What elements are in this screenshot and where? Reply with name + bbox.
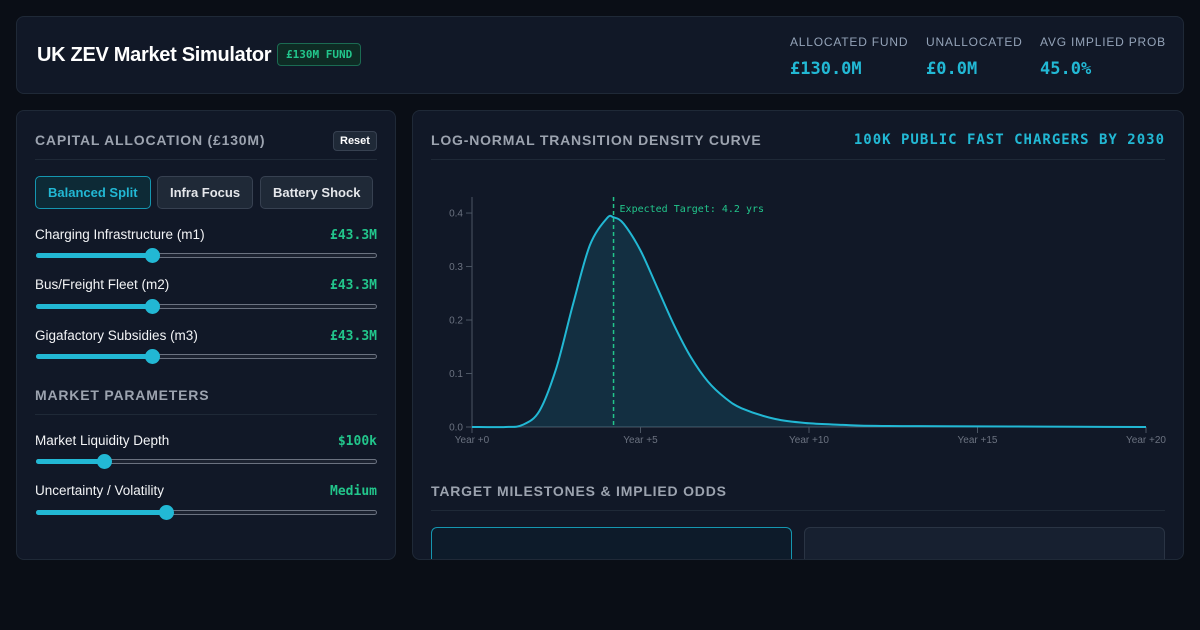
divider (431, 159, 1165, 160)
slider-thumb[interactable] (158, 505, 174, 520)
market-liquidity-depth-slider[interactable] (36, 454, 377, 469)
y-tick-label: 0.4 (449, 209, 463, 220)
density-area (472, 215, 1146, 428)
uncertainty-volatility-slider[interactable] (36, 505, 377, 520)
bus-freight-fleet-slider[interactable] (36, 299, 377, 314)
slider-thumb[interactable] (144, 349, 160, 364)
slider-fill (36, 304, 152, 309)
slider-thumb[interactable] (144, 248, 160, 263)
stat-label: ALLOCATED FUND (790, 35, 909, 49)
header-bar: UK ZEV Market Simulator £130M FUND ALLOC… (16, 16, 1184, 94)
bus-freight-fleet-label: Bus/Freight Fleet (m2) (35, 277, 170, 292)
y-tick-label: 0.1 (449, 369, 463, 380)
bus-freight-fleet-value: £43.3M (330, 278, 377, 293)
charging-infrastructure-value: £43.3M (330, 228, 377, 243)
slider-fill (36, 459, 105, 464)
density-chart: 0.0 0.1 0.2 0.3 0.4 Year +0 Year +5 Year +10 Yea… (449, 197, 1166, 446)
density-curve-line (471, 214, 1147, 429)
density-curve-title: LOG-NORMAL TRANSITION DENSITY CURVE (431, 132, 762, 148)
expected-target-label: Expected Target: 4.2 yrs (620, 204, 765, 215)
stat-avg-implied-prob: AVG IMPLIED PROB 45.0% (1040, 35, 1166, 79)
fund-badge: £130M FUND (277, 43, 362, 66)
goal-label: 100K PUBLIC FAST CHARGERS BY 2030 (853, 132, 1165, 148)
uncertainty-volatility-value: Medium (330, 484, 377, 499)
slider-fill (36, 253, 152, 258)
slider-fill (36, 510, 166, 515)
market-parameters-title: MARKET PARAMETERS (35, 387, 210, 403)
charging-infrastructure-label: Charging Infrastructure (m1) (35, 227, 205, 242)
x-tick-label: Year +5 (623, 435, 658, 446)
y-tick-label: 0.2 (449, 316, 463, 327)
x-tick-label: Year +20 (1126, 435, 1166, 446)
slider-thumb[interactable] (97, 454, 113, 469)
stat-value: 45.0% (1040, 59, 1092, 79)
divider (431, 510, 1165, 511)
stat-allocated-fund: ALLOCATED FUND £130.0M (790, 35, 908, 79)
y-tick-label: 0.3 (449, 262, 463, 273)
x-tick-label: Year +0 (455, 435, 490, 446)
milestone-card[interactable] (431, 527, 792, 559)
stat-label: AVG IMPLIED PROB (1040, 35, 1166, 49)
market-liquidity-depth-value: $100k (337, 434, 377, 449)
y-tick-label: 0.0 (449, 423, 463, 434)
preset-battery-shock-button[interactable]: Battery Shock (260, 176, 374, 209)
milestone-card[interactable] (804, 527, 1165, 559)
reset-button[interactable]: Reset (333, 131, 377, 151)
stat-unallocated: UNALLOCATED £0.0M (926, 35, 1023, 79)
x-tick-label: Year +10 (789, 435, 829, 446)
uncertainty-volatility-label: Uncertainty / Volatility (35, 483, 165, 498)
charging-infrastructure-slider[interactable] (36, 248, 377, 263)
density-panel: LOG-NORMAL TRANSITION DENSITY CURVE 100K… (412, 110, 1184, 560)
preset-infra-focus-button[interactable]: Infra Focus (157, 176, 254, 209)
stat-value: £0.0M (926, 59, 978, 79)
stat-value: £130.0M (790, 59, 862, 79)
divider (35, 414, 377, 415)
gigafactory-subsidies-slider[interactable] (36, 349, 377, 364)
slider-fill (36, 354, 152, 359)
gigafactory-subsidies-label: Gigafactory Subsidies (m3) (35, 328, 198, 343)
divider (35, 159, 377, 160)
capital-allocation-title: CAPITAL ALLOCATION (£130M) (35, 132, 266, 148)
x-tick-label: Year +15 (958, 435, 998, 446)
preset-balanced-split-button[interactable]: Balanced Split (35, 176, 151, 209)
gigafactory-subsidies-value: £43.3M (330, 329, 377, 344)
slider-thumb[interactable] (144, 299, 160, 314)
stat-label: UNALLOCATED (926, 35, 1023, 49)
market-liquidity-depth-label: Market Liquidity Depth (35, 433, 170, 448)
milestones-title: TARGET MILESTONES & IMPLIED ODDS (431, 483, 727, 499)
controls-panel: CAPITAL ALLOCATION (£130M) Reset Balance… (16, 110, 396, 560)
app-title: UK ZEV Market Simulator (37, 44, 272, 66)
